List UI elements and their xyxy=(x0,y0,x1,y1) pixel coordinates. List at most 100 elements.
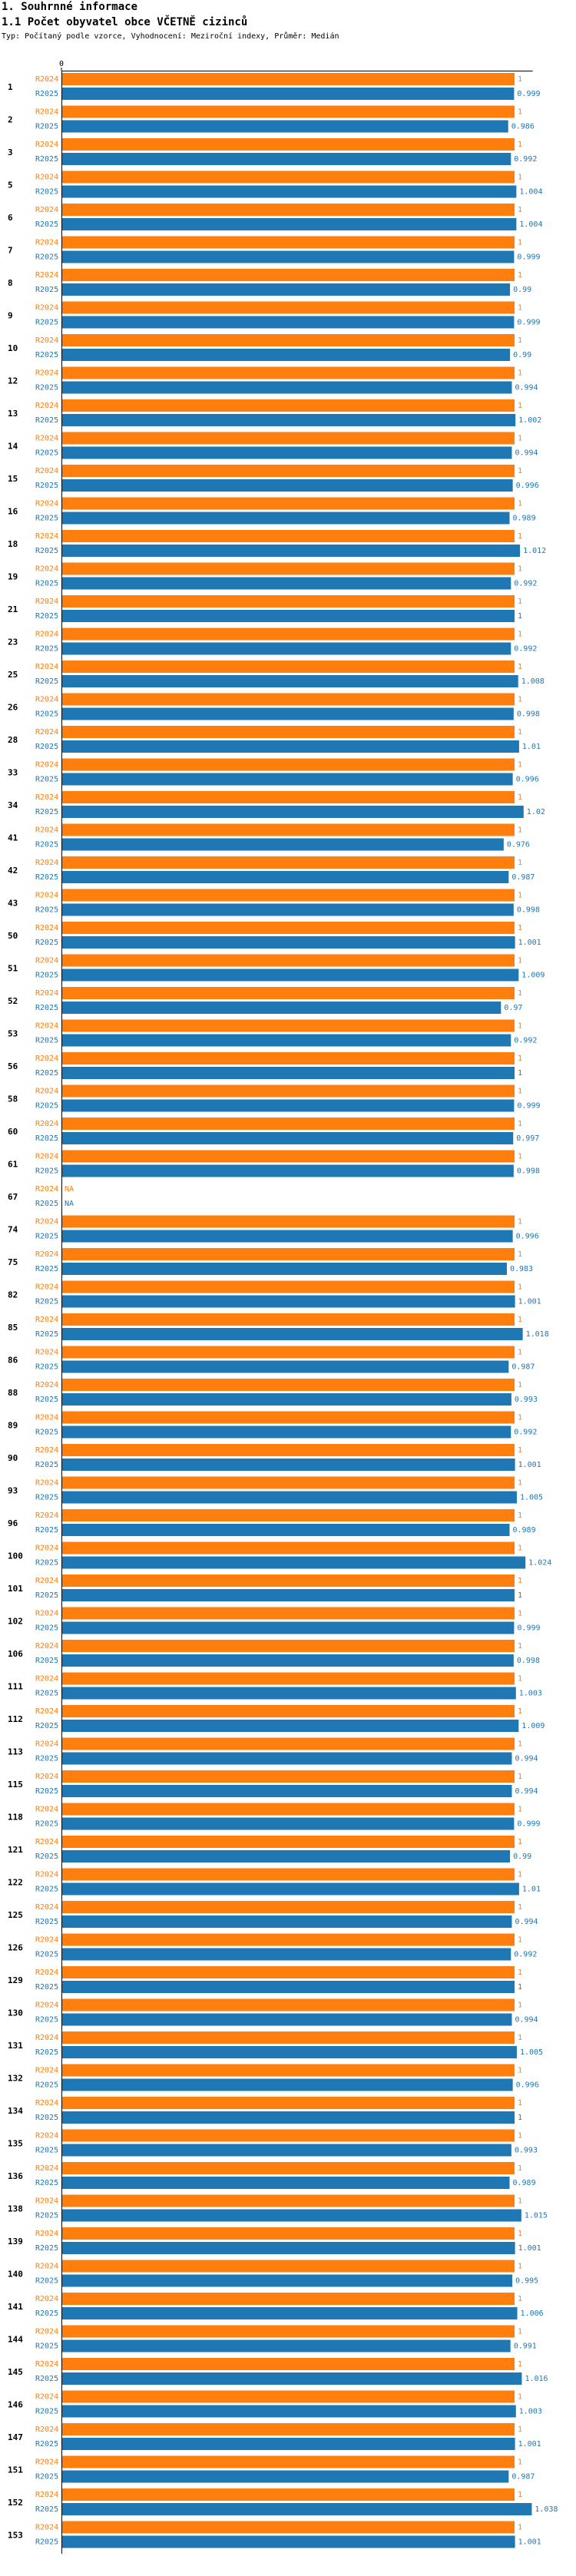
bar-r2025 xyxy=(61,2209,521,2222)
bar-r2025 xyxy=(61,1817,515,1830)
bar-r2025 xyxy=(61,2177,510,2189)
data-label-r2025: 0.989 xyxy=(513,515,536,523)
bar-r2025 xyxy=(61,250,515,263)
data-label-r2025: 1.009 xyxy=(521,972,545,980)
data-label-r2025: 0.986 xyxy=(511,123,535,131)
bar-r2024 xyxy=(61,1705,515,1717)
data-label-r2025: 1.005 xyxy=(520,1494,543,1502)
data-label-r2025: 1.001 xyxy=(518,939,541,947)
series-label-r2025: R2025 xyxy=(35,2440,58,2449)
series-label-r2024: R2024 xyxy=(35,2295,58,2303)
bar-r2024 xyxy=(61,693,515,706)
bar-r2024 xyxy=(61,1084,515,1098)
data-label-r2025: 0.998 xyxy=(517,710,540,719)
bar-r2025 xyxy=(61,218,517,230)
series-label-r2024: R2024 xyxy=(35,402,58,410)
series-label-r2025: R2025 xyxy=(35,416,58,425)
bar-r2025 xyxy=(61,1785,512,1797)
data-label-r2024: 1 xyxy=(518,2425,522,2434)
group-label: 138 xyxy=(8,2204,23,2214)
series-label-r2025: R2025 xyxy=(35,2473,58,2482)
bar-r2024 xyxy=(61,2260,515,2273)
data-label-r2024: 1 xyxy=(518,271,522,280)
bar-r2024 xyxy=(61,2293,515,2305)
bar-r2024 xyxy=(61,562,515,575)
series-label-r2024: R2024 xyxy=(35,989,58,998)
group-label: 42 xyxy=(8,866,18,876)
series-label-r2025: R2025 xyxy=(35,1265,58,1273)
group-label: 28 xyxy=(8,735,18,745)
series-label-r2025: R2025 xyxy=(35,1886,58,1894)
chart-subtitle: Typ: Počítaný podle vzorce, Vyhodnocení:… xyxy=(2,32,339,41)
data-label-r2024: 1 xyxy=(518,1968,522,1977)
bar-r2025 xyxy=(61,1621,515,1634)
group-label: 122 xyxy=(8,1878,23,1888)
data-label-r2025: 0.995 xyxy=(515,2277,538,2286)
bar-r2025 xyxy=(61,1034,511,1047)
series-label-r2025: R2025 xyxy=(35,1526,58,1535)
bar-r2025 xyxy=(61,1491,517,1504)
series-label-r2024: R2024 xyxy=(35,2002,58,2010)
data-label-r2025: 0.99 xyxy=(513,286,531,294)
group-label: 19 xyxy=(8,572,18,582)
data-label-r2025: 1.001 xyxy=(518,2244,541,2253)
data-label-r2025: 0.994 xyxy=(515,1787,538,1796)
bar-r2024 xyxy=(61,1313,515,1326)
series-label-r2025: R2025 xyxy=(35,482,58,490)
bar-r2025 xyxy=(61,1589,515,1601)
series-label-r2024: R2024 xyxy=(35,1740,58,1749)
data-label-r2024: 1 xyxy=(518,2295,522,2303)
bar-r2024 xyxy=(61,1640,515,1652)
bar-r2024 xyxy=(61,171,515,184)
bar-r2025 xyxy=(61,1850,511,1862)
bar-r2024 xyxy=(61,138,515,151)
group-label: 140 xyxy=(8,2270,23,2280)
group-label: 3 xyxy=(8,147,13,157)
bar-r2024 xyxy=(61,1019,515,1032)
data-label-r2025: 0.992 xyxy=(514,1429,537,1437)
series-label-r2024: R2024 xyxy=(35,1250,58,1259)
data-label-r2025: 1.008 xyxy=(521,677,545,686)
data-label-r2024: 1 xyxy=(518,1349,522,1357)
series-label-r2024: R2024 xyxy=(35,2491,58,2499)
series-label-r2025: R2025 xyxy=(35,384,58,392)
data-label-r2025: 0.992 xyxy=(514,155,537,164)
series-label-r2025: R2025 xyxy=(35,873,58,882)
bar-r2025 xyxy=(61,1099,515,1112)
data-label-r2024: 1 xyxy=(518,1903,522,1912)
data-label-r2025: 1.002 xyxy=(518,416,541,425)
series-label-r2025: R2025 xyxy=(35,2343,58,2351)
data-label-r2025: 1.004 xyxy=(519,220,542,229)
bar-r2024 xyxy=(61,1933,515,1946)
bar-r2025 xyxy=(61,1720,519,1732)
group-label: 86 xyxy=(8,1356,18,1366)
group-label: 153 xyxy=(8,2531,23,2541)
bar-r2025 xyxy=(61,512,510,525)
bar-r2024 xyxy=(61,726,515,738)
data-label-r2024: 1 xyxy=(518,500,522,508)
bar-r2025 xyxy=(61,1654,514,1667)
data-label-r2024: 1 xyxy=(518,206,522,214)
group-label: 152 xyxy=(8,2498,23,2508)
bar-r2024 xyxy=(61,1966,515,1978)
section-heading: 1. Souhrnné informace xyxy=(2,1,138,13)
data-label-r2024: 1 xyxy=(518,1250,522,1259)
series-label-r2024: R2024 xyxy=(35,1511,58,1520)
series-label-r2025: R2025 xyxy=(35,2538,58,2547)
bar-r2025 xyxy=(61,153,511,165)
bar-r2025 xyxy=(61,642,511,655)
series-label-r2024: R2024 xyxy=(35,206,58,214)
data-label-r2025: 0.999 xyxy=(517,90,540,98)
data-label-r2024: 1 xyxy=(518,1022,522,1031)
series-label-r2024: R2024 xyxy=(35,2393,58,2402)
series-label-r2025: R2025 xyxy=(35,1330,58,1339)
series-label-r2025: R2025 xyxy=(35,939,58,947)
series-label-r2024: R2024 xyxy=(35,728,58,737)
data-label-r2025: 0.992 xyxy=(514,580,537,588)
series-label-r2025: R2025 xyxy=(35,580,58,588)
series-label-r2025: R2025 xyxy=(35,1167,58,1176)
bar-r2024 xyxy=(61,2521,515,2534)
series-label-r2025: R2025 xyxy=(35,1429,58,1437)
bar-r2025 xyxy=(61,545,521,557)
group-label: 7 xyxy=(8,246,13,256)
